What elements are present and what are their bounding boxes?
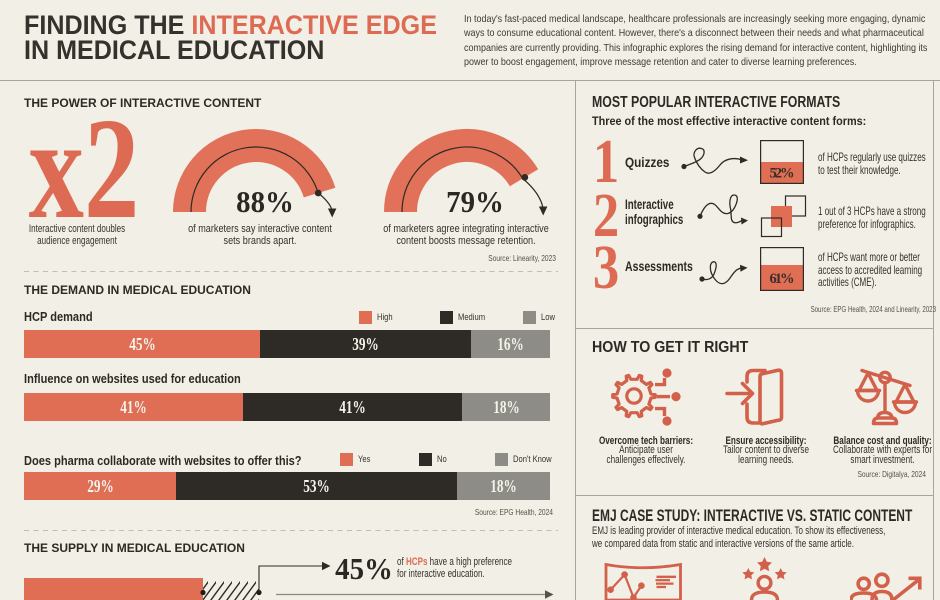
svg-text:61%: 61% <box>770 271 795 287</box>
svg-text:52%: 52% <box>770 166 795 182</box>
